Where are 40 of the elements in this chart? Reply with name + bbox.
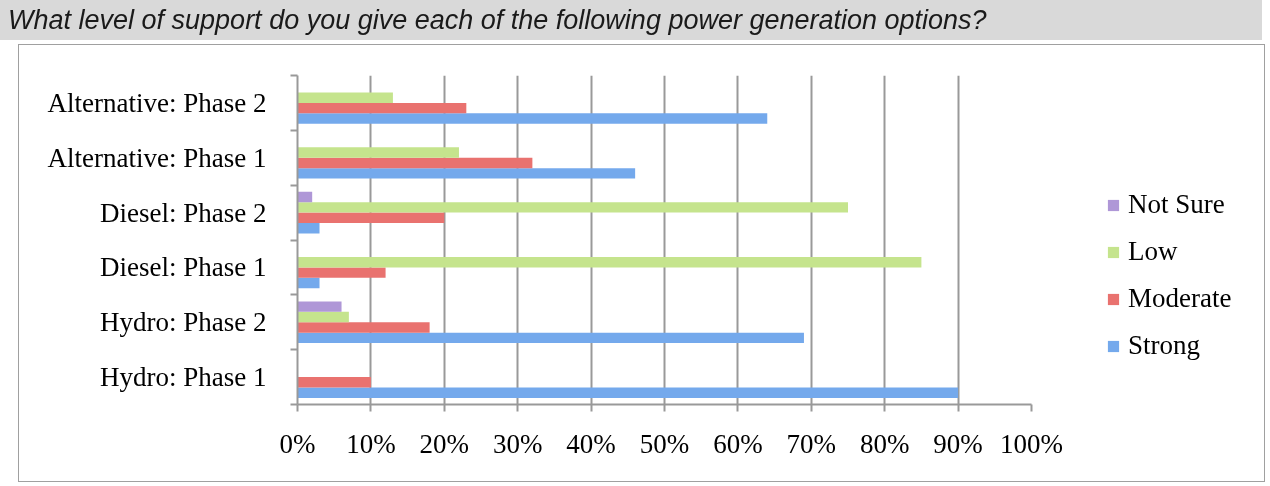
bar — [297, 147, 459, 158]
bar — [297, 257, 922, 268]
x-tick-label: 70% — [786, 428, 837, 459]
bar — [297, 157, 533, 169]
bar — [297, 377, 371, 388]
x-tick-label: 10% — [346, 428, 396, 459]
bar — [297, 267, 386, 278]
y-tick-label: Alternative: Phase 2 — [47, 87, 267, 118]
x-tick-label: 30% — [492, 428, 543, 459]
y-tick-label: Hydro: Phase 2 — [100, 307, 267, 338]
bar — [297, 223, 320, 234]
legend-label: Strong — [1128, 330, 1201, 361]
chart-title: What level of support do you give each of the following power generation options? — [8, 4, 987, 37]
bar — [297, 322, 430, 333]
y-tick-label: Diesel: Phase 2 — [100, 197, 267, 228]
y-tick-label: Hydro: Phase 1 — [100, 362, 267, 393]
bar — [297, 332, 804, 344]
x-tick-label: 0% — [279, 428, 316, 459]
bar — [297, 113, 768, 124]
legend-label: Low — [1128, 236, 1178, 267]
x-tick-label: 20% — [419, 428, 470, 459]
bar — [297, 202, 848, 213]
legend-label: Moderate — [1128, 283, 1232, 314]
y-tick-label: Alternative: Phase 1 — [47, 142, 267, 173]
bar — [297, 102, 467, 114]
bar — [297, 168, 636, 179]
bar — [297, 387, 959, 398]
y-tick-label: Diesel: Phase 1 — [100, 252, 267, 283]
x-tick-label: 60% — [713, 428, 763, 459]
x-tick-label: 90% — [933, 428, 983, 459]
x-tick-label: 80% — [859, 428, 910, 459]
bar — [297, 311, 349, 323]
bar — [297, 92, 393, 103]
legend-label: Not Sure — [1128, 189, 1225, 220]
x-tick-label: 50% — [639, 428, 690, 459]
bar — [297, 212, 445, 223]
bar — [297, 277, 320, 289]
x-tick-label: 100% — [1000, 428, 1063, 459]
bar — [297, 301, 342, 312]
x-tick-label: 40% — [566, 428, 616, 459]
